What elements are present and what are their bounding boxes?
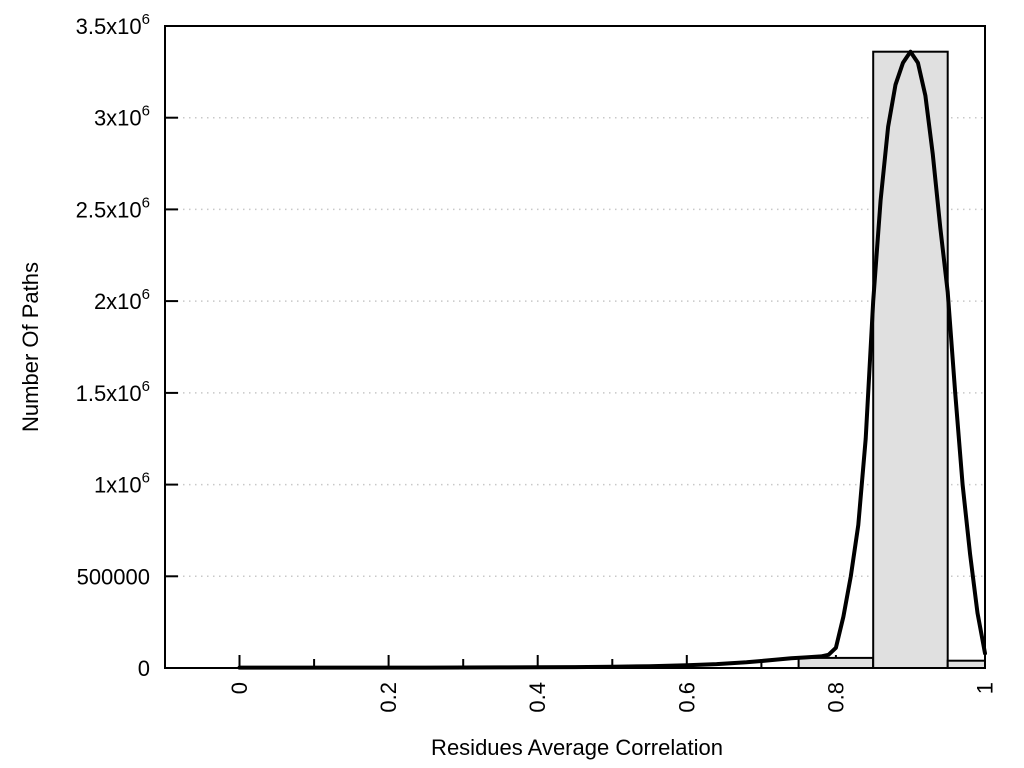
- x-axis-title: Residues Average Correlation: [431, 735, 723, 760]
- y-tick-label: 1x106: [94, 470, 150, 498]
- y-tick-label: 3.5x106: [76, 11, 150, 39]
- histogram-bar: [946, 659, 987, 670]
- y-tick-label: 500000: [77, 564, 150, 589]
- x-tick-label: 0.2: [376, 682, 401, 713]
- x-tick-label: 1: [973, 682, 998, 694]
- y-tick-label: 3x106: [94, 103, 150, 131]
- y-tick-label: 2.5x106: [76, 194, 150, 222]
- x-tick-label: 0.6: [674, 682, 699, 713]
- histogram-bar: [797, 656, 875, 670]
- x-tick-label: 0: [227, 682, 252, 694]
- y-tick-label: 2x106: [94, 286, 150, 314]
- plot-frame: [164, 25, 986, 669]
- y-tick-label: 0: [138, 656, 150, 681]
- x-tick-label: 0.4: [525, 682, 550, 713]
- y-tick-label: 1.5x106: [76, 378, 150, 406]
- x-tick-label: 0.8: [823, 682, 848, 713]
- y-axis-title: Number Of Paths: [18, 262, 43, 432]
